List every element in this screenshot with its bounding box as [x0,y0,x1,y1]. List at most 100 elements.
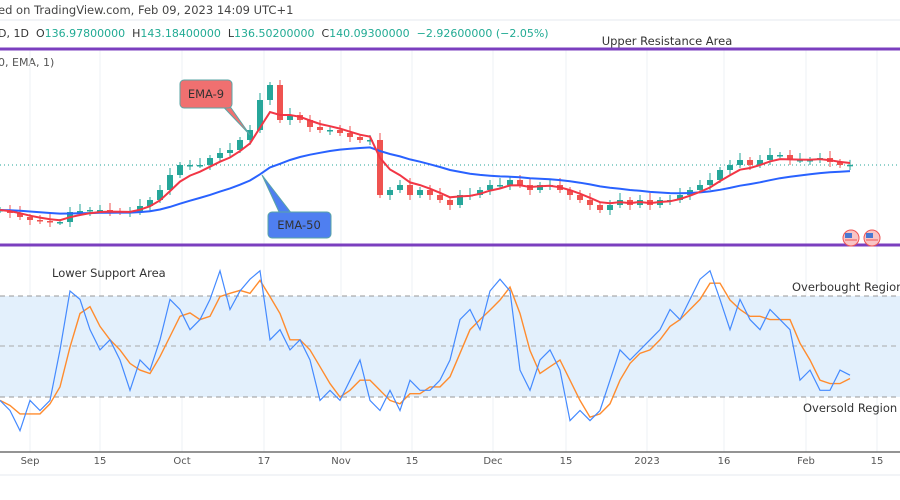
published-header: ed on TradingView.com, Feb 09, 2023 14:0… [0,3,294,17]
candle-body [507,180,513,185]
candle-body [847,164,853,167]
candle-body [37,220,43,222]
us-flag-icon[interactable] [863,229,881,247]
candle-body [517,180,523,185]
stoch-k-line [0,268,851,433]
time-axis-label: Sep [21,456,40,467]
candle-body [387,190,393,195]
ohlc-legend: D, 1D O136.97800000 H143.18400000 L136.5… [0,27,549,40]
candle-body [227,150,233,153]
candle-body [327,130,333,132]
time-axis-label: 15 [94,456,107,467]
high-label: H [132,27,141,40]
candle-body [197,165,203,167]
candle-body [487,185,493,190]
candle-body [707,180,713,185]
candle-body [287,115,293,120]
time-axis-label: 17 [258,456,271,467]
candle-body [587,200,593,205]
candle-body [717,170,723,180]
candle-body [757,160,763,165]
candle-body [437,195,443,200]
candle-body [147,200,153,206]
candle-body [677,195,683,200]
indicator-legend: 0, EMA, 1) [0,56,55,69]
high-value: 143.18400000 [140,27,221,40]
ema50-callout-text: EMA-50 [277,218,321,232]
candle-body [597,205,603,210]
candle-body [167,175,173,190]
time-axis-label: 15 [406,456,419,467]
time-axis-label: Oct [173,456,190,467]
candle-body [47,221,53,223]
symbol-interval: D, 1D [0,27,29,40]
candle-body [317,127,323,130]
time-axis-label: 2023 [634,456,659,467]
candle-body [767,155,773,160]
candle-body [417,190,423,195]
time-axis[interactable]: Sep 15 Oct 17 Nov 15 Dec 15 2023 16 Feb 15 [21,456,884,467]
candle-body [747,160,753,165]
candle-body [797,160,803,162]
candle-body [457,195,463,205]
low-value: 136.50200000 [234,27,315,40]
candle-body [477,190,483,195]
ema50-callout[interactable]: EMA-50 [261,174,332,239]
open-value: 136.97800000 [44,27,126,40]
low-label: L [227,27,234,40]
candle-body [497,185,503,187]
upper-resistance-label: Upper Resistance Area [602,34,733,48]
candle-body [87,210,93,212]
candle-body [97,210,103,212]
us-flag-icon[interactable] [842,229,860,247]
candle-body [397,185,403,190]
candle-body [697,185,703,190]
time-axis-label: Nov [331,456,351,467]
candle-body [377,140,383,195]
time-axis-label: 15 [871,456,884,467]
time-axis-label: Feb [797,456,815,467]
candle-body [567,190,573,195]
ema9-callout-text: EMA-9 [188,87,224,101]
candle-body [427,190,433,195]
candle-body [217,153,223,158]
change-value: −2.92600000 (−2.05%) [416,27,549,40]
open-label: O [35,27,45,40]
close-label: C [321,27,330,40]
ema9-line [0,110,851,222]
candle-body [257,100,263,130]
candle-body [607,205,613,210]
candle-body [737,160,743,165]
candle-body [777,155,783,157]
candle-body [837,162,843,165]
candle-body [307,120,313,127]
ema50-line [0,146,851,215]
candle-body [237,140,243,150]
candle-body [157,190,163,200]
candle-body [57,222,63,224]
candle-body [177,165,183,175]
candle-body [357,137,363,140]
close-value: 140.09300000 [329,27,410,40]
candle-body [407,185,413,195]
candle-body [267,85,273,100]
candle-body [277,85,283,120]
ema9-callout[interactable]: EMA-9 [179,79,251,136]
time-axis-label: 16 [718,456,731,467]
time-axis-label: Dec [483,456,502,467]
candle-body [447,200,453,205]
candle-body [537,185,543,190]
candle-body [187,165,193,167]
lower-support-label: Lower Support Area [52,266,166,280]
candle-body [77,211,83,213]
candle-body [27,217,33,220]
candle-body [577,195,583,200]
candle-body [17,213,23,217]
time-axis-label: 15 [560,456,573,467]
overbought-label: Overbought Region [792,280,900,294]
candle-body [367,140,373,142]
candle-body [337,130,343,133]
candle-body [347,133,353,137]
candle-body [207,158,213,165]
